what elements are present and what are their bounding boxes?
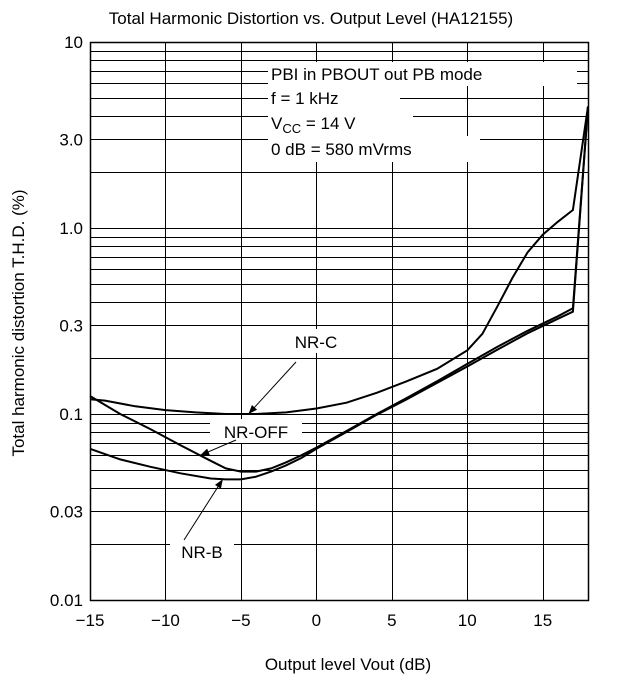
annotation-arrowhead: [200, 448, 210, 456]
x-tick-label: −10: [151, 611, 180, 630]
x-tick-labels: −15 −10 −5 0 5 10 15: [76, 611, 553, 630]
x-tick-label: 5: [387, 611, 396, 630]
y-tick-label: 10: [64, 33, 83, 52]
cond-line-2: f = 1 kHz: [271, 89, 339, 108]
x-tick-label: 10: [458, 611, 477, 630]
y-tick-label: 0.1: [59, 405, 83, 424]
series-nr-off: [89, 106, 589, 473]
chart-title: Total Harmonic Distortion vs. Output Lev…: [109, 9, 513, 28]
series-nr-b: [89, 106, 589, 481]
y-tick-label: 0.01: [50, 591, 83, 610]
series-group: [89, 106, 589, 481]
annotation-label-nr-off: NR-OFF: [224, 423, 288, 442]
y-tick-label: 1.0: [59, 219, 83, 238]
y-axis-title: Total harmonic distortion T.H.D. (%): [9, 189, 28, 456]
x-tick-label: −5: [231, 611, 250, 630]
annotation-label-nr-b: NR-B: [181, 543, 223, 562]
cond-bg-1: [268, 62, 577, 86]
cond-bg-4: [268, 136, 480, 162]
x-axis-title: Output level Vout (dB): [265, 655, 431, 674]
cond-line-4: 0 dB = 580 mVrms: [271, 140, 412, 159]
x-tick-label: 15: [533, 611, 552, 630]
test-conditions: PBI in PBOUT out PB mode f = 1 kHz VCC =…: [268, 62, 577, 162]
annotation-arrowhead: [248, 405, 258, 414]
cond-line-1: PBI in PBOUT out PB mode: [271, 65, 482, 84]
y-tick-labels: 0.01 0.03 0.1 0.3 1.0 3.0 10: [50, 33, 83, 610]
annotation-bg: [285, 329, 347, 353]
annotation-label-nr-c: NR-C: [295, 333, 338, 352]
cond-bg-2: [268, 86, 400, 110]
y-tick-label: 0.03: [50, 502, 83, 521]
series-nr-c: [89, 106, 589, 415]
cond-bg-3: [268, 110, 413, 136]
annotation-bg: [170, 539, 234, 563]
annotation-bg: [210, 419, 302, 443]
y-tick-label: 3.0: [59, 130, 83, 149]
y-tick-label: 0.3: [59, 316, 83, 335]
vcc-value: = 14 V: [301, 114, 356, 133]
vcc-prefix: V: [271, 114, 283, 133]
x-tick-label: −15: [76, 611, 105, 630]
vcc-sub: CC: [282, 121, 301, 136]
annotation-arrowhead: [215, 479, 223, 489]
plot-frame: [89, 41, 590, 602]
x-tick-label: 0: [312, 611, 321, 630]
annotations: NR-C NR-OFF NR-B: [170, 329, 347, 563]
annotation-leader: [183, 478, 224, 541]
cond-line-3: VCC = 14 V: [271, 114, 356, 136]
annotation-leader: [248, 361, 297, 415]
